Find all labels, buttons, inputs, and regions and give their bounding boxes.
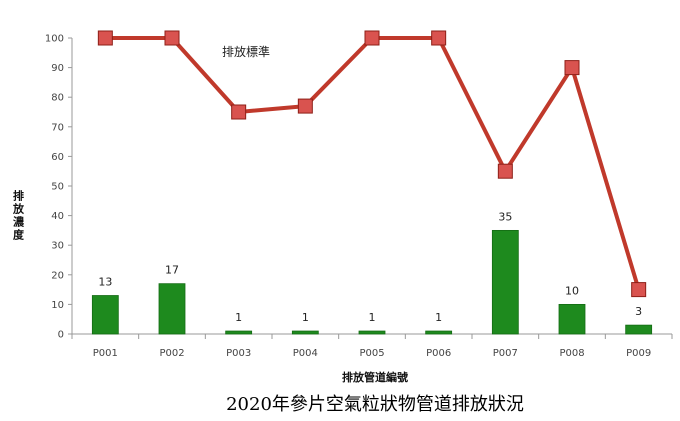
- bar-data-label: 17: [165, 264, 179, 277]
- y-tick-label: 50: [51, 182, 64, 193]
- line-marker: [364, 30, 380, 46]
- y-tick-label: 100: [45, 34, 64, 45]
- x-axis-label: 排放管道編號: [342, 370, 408, 384]
- y-tick-label: 60: [51, 152, 64, 163]
- y-tick-label: 90: [51, 63, 64, 74]
- y-axis-label: 排放濃度: [12, 189, 26, 242]
- line-marker: [564, 60, 580, 76]
- line-marker: [164, 30, 180, 46]
- y-tick-label: 0: [58, 330, 64, 341]
- y-tick-label: 10: [51, 300, 64, 311]
- bar: [558, 303, 586, 335]
- bar-data-label: 1: [435, 311, 442, 324]
- y-tick-label: 80: [51, 93, 64, 104]
- bar: [491, 229, 519, 335]
- x-tick-label: P002: [159, 348, 184, 359]
- line-marker: [497, 163, 513, 179]
- line-marker: [431, 30, 447, 46]
- bar-data-label: 3: [635, 305, 642, 318]
- bar: [291, 330, 319, 335]
- line-path: [105, 36, 641, 291]
- y-tick-label: 40: [51, 211, 64, 222]
- bar-data-label: 10: [565, 284, 579, 297]
- y-tick-label: 30: [51, 241, 64, 252]
- y-tick-label: 20: [51, 270, 64, 281]
- x-tick-label: P004: [293, 348, 318, 359]
- chart-title: 2020年參片空氣粒狀物管道排放狀況: [226, 394, 524, 415]
- x-axis: P001 P002 P003 P004 P005 P006 P007 P008 P009: [71, 333, 673, 359]
- x-tick-label: P003: [226, 348, 251, 359]
- line-marker: [97, 30, 113, 46]
- x-tick-label: P005: [359, 348, 384, 359]
- x-tick-label: P001: [93, 348, 118, 359]
- x-tick-label: P009: [626, 348, 651, 359]
- bar-data-label: 1: [369, 311, 376, 324]
- bar: [358, 330, 386, 335]
- line-marker: [231, 104, 247, 120]
- bar: [91, 295, 119, 335]
- line-series: [97, 30, 647, 298]
- bar-series: 13 17 1 1 1 1 35 10 3: [91, 210, 653, 335]
- y-tick-label: 70: [51, 122, 64, 133]
- bar: [225, 330, 253, 335]
- bar: [158, 283, 186, 335]
- bar-data-label: 1: [235, 311, 242, 324]
- bar-data-label: 1: [302, 311, 309, 324]
- y-axis: 0 10 20 30 40 50 60 70 80 90 100: [45, 34, 73, 341]
- x-tick-label: P008: [559, 348, 584, 359]
- bar-data-label: 35: [498, 210, 512, 223]
- line-marker: [297, 98, 313, 114]
- bar: [625, 324, 653, 335]
- x-tick-label: P007: [493, 348, 518, 359]
- x-tick-label: P006: [426, 348, 451, 359]
- bar-data-label: 13: [98, 276, 112, 289]
- line-marker: [631, 282, 647, 298]
- bar: [425, 330, 453, 335]
- line-series-label: 排放標準: [222, 44, 270, 59]
